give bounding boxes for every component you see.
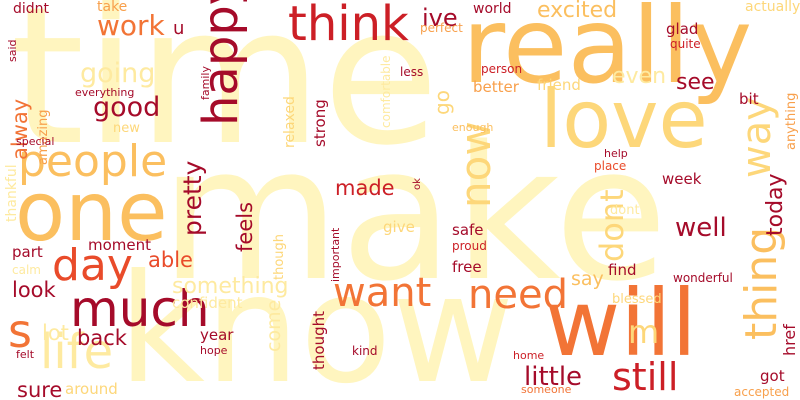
word-want: want: [333, 270, 432, 316]
word-way: way: [734, 97, 780, 178]
word-world: world: [473, 1, 512, 17]
word-felt: felt: [16, 348, 35, 361]
word-relaxed: relaxed: [282, 96, 298, 148]
word-take: take: [97, 0, 128, 15]
word-place: place: [594, 159, 627, 173]
word-friend: friend: [537, 76, 581, 94]
word-enough: enough: [452, 121, 494, 134]
word-go: go: [430, 90, 454, 115]
word-well: well: [675, 213, 727, 243]
word-see: see: [676, 70, 715, 95]
word-thankful: thankful: [4, 164, 20, 222]
word-someone: someone: [521, 383, 572, 396]
word-work: work: [97, 9, 165, 42]
word-perfect: perfect: [420, 21, 463, 35]
word-part: part: [12, 243, 43, 261]
word-ok: ok: [412, 178, 423, 190]
word-quite: quite: [670, 37, 701, 51]
word-able: able: [148, 248, 193, 272]
word-now: now: [451, 121, 500, 208]
word-alway: alway: [8, 98, 32, 160]
word-people: people: [18, 136, 168, 187]
word-around: around: [65, 380, 118, 398]
word-new: new: [113, 121, 140, 136]
word-actually: actually: [745, 0, 800, 15]
word-life: life: [40, 324, 114, 380]
word-sure: sure: [17, 378, 63, 400]
word-little: little: [524, 362, 583, 392]
word-today: today: [763, 173, 788, 236]
word-need: need: [468, 272, 568, 318]
word-made: made: [335, 176, 395, 200]
word-strong: strong: [311, 99, 329, 147]
word-still: still: [612, 355, 679, 399]
word-anything: anything: [784, 92, 799, 150]
word-proud: proud: [452, 239, 487, 253]
word-kind: kind: [352, 344, 378, 358]
word-thing: thing: [736, 226, 787, 340]
word-time: time: [10, 0, 440, 187]
word-bit: bit: [739, 90, 759, 108]
word-didnt: didnt: [13, 1, 50, 17]
word-much: much: [70, 280, 210, 338]
word-find: find: [608, 261, 637, 279]
word-got: got: [760, 367, 785, 385]
word-good: good: [93, 92, 161, 123]
word-pretty: pretty: [178, 160, 207, 236]
word-day: day: [52, 240, 133, 291]
word-hope: hope: [200, 344, 228, 357]
word-give: give: [383, 218, 415, 236]
word-really: really: [462, 0, 753, 107]
word-u: u: [173, 18, 185, 39]
word-dont-large: dont: [593, 189, 631, 262]
word-wonderful: wonderful: [673, 271, 733, 285]
word-say: say: [571, 268, 604, 290]
word-something: something: [172, 274, 289, 299]
word-week: week: [662, 170, 702, 188]
word-know: know: [118, 243, 515, 400]
word-home: home: [513, 349, 545, 362]
word-lot: lot: [42, 321, 69, 345]
word-family: family: [199, 66, 212, 100]
word-special: special: [16, 135, 55, 148]
word-confident: confident: [172, 294, 243, 312]
word-person: person: [481, 62, 523, 76]
word-come: come: [263, 299, 285, 352]
word-important: important: [329, 227, 342, 282]
word-moment: moment: [88, 236, 152, 254]
word-help: help: [604, 147, 628, 160]
word-calm: calm: [12, 263, 41, 277]
word-excited: excited: [537, 0, 618, 23]
word-back: back: [77, 326, 127, 350]
word-make: make: [160, 106, 668, 322]
word-thought: thought: [310, 311, 328, 370]
word-will: will: [545, 270, 697, 377]
word-even: even: [612, 64, 667, 89]
word-think: think: [288, 0, 409, 52]
word-free: free: [452, 258, 482, 276]
word-happy: happy: [193, 0, 249, 126]
word-better: better: [473, 78, 519, 96]
word-one: one: [15, 165, 168, 260]
word-year: year: [200, 326, 234, 344]
word-blessed: blessed: [612, 292, 662, 307]
word-feels: feels: [233, 201, 257, 252]
word-comfortable: comfortable: [379, 55, 393, 128]
word-going: going: [80, 58, 156, 89]
word-glad: glad: [666, 20, 699, 38]
word-accepted: accepted: [734, 385, 790, 399]
word-safe: safe: [452, 221, 484, 239]
word-ive: ive: [422, 4, 458, 32]
word-said: said: [6, 39, 19, 62]
word-dont-small: dont: [610, 203, 640, 218]
word-href: href: [780, 324, 799, 356]
word-everything: everything: [75, 86, 135, 99]
word-m: m: [628, 313, 660, 351]
word-love: love: [540, 73, 708, 166]
word-look: look: [12, 278, 56, 302]
word-less: less: [400, 65, 424, 79]
word-s: s: [8, 304, 32, 358]
